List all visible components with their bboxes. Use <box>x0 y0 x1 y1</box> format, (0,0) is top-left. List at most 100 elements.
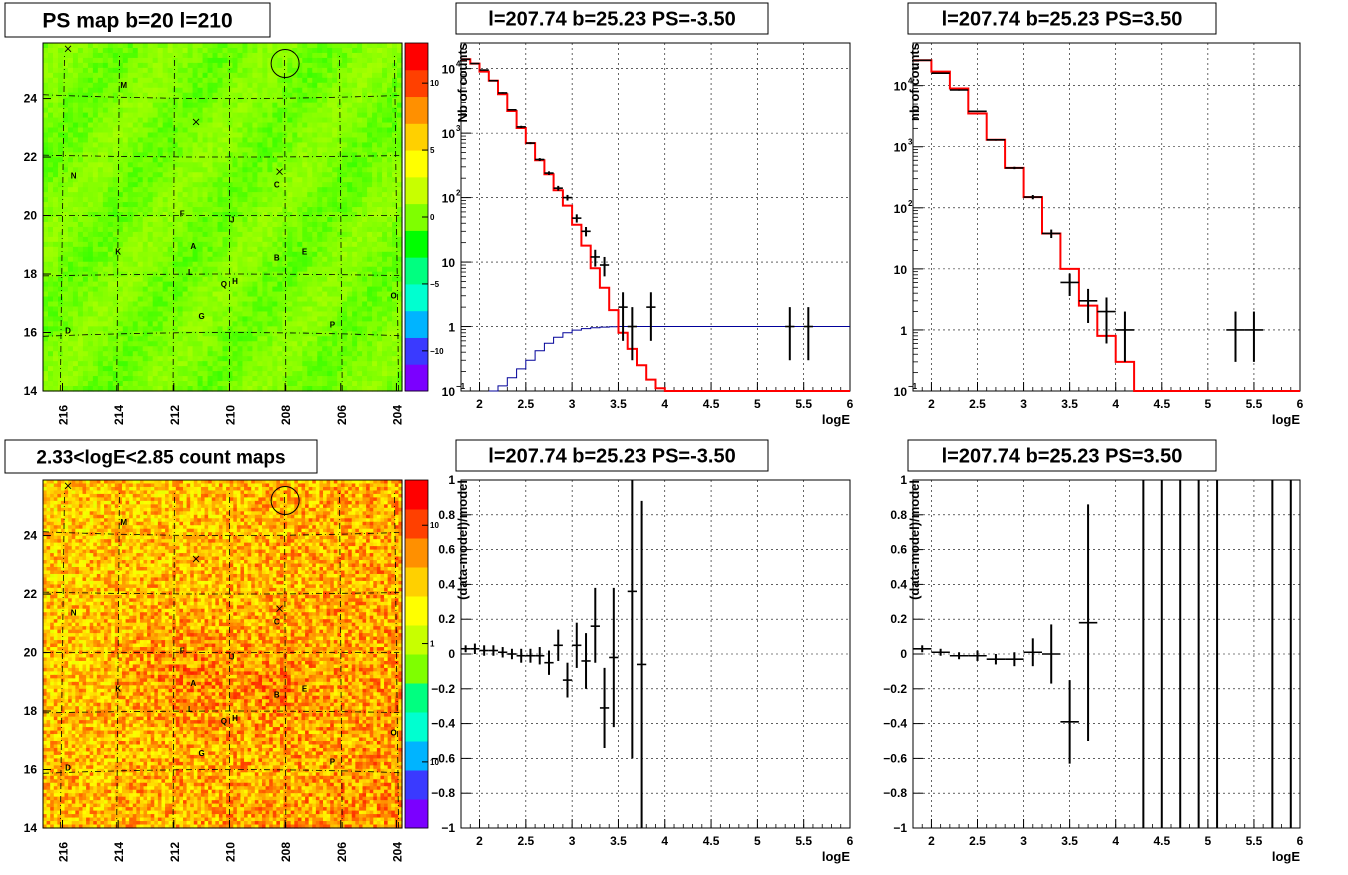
map-cell <box>327 316 333 322</box>
map-cell <box>357 142 363 148</box>
map-cell <box>267 142 273 148</box>
map-cell <box>232 221 239 228</box>
map-cell <box>257 62 263 69</box>
map-cell <box>262 226 268 233</box>
map-cell <box>52 356 59 362</box>
map-cell <box>147 346 154 352</box>
map-cell <box>262 376 268 382</box>
map-cell <box>177 52 184 59</box>
map-cell <box>307 62 313 69</box>
map-cell <box>332 117 338 124</box>
map-cell <box>272 187 278 193</box>
map-cell <box>252 157 259 163</box>
map-cell <box>122 72 129 79</box>
map-cell <box>377 152 383 158</box>
map-cell <box>142 271 149 278</box>
map-cell <box>207 117 214 124</box>
map-cell <box>312 251 318 258</box>
map-cell <box>372 217 378 223</box>
map-cell <box>317 62 323 69</box>
map-cell <box>332 241 338 248</box>
map-cell <box>192 52 199 59</box>
map-cell <box>307 72 313 79</box>
map-cell <box>362 167 368 173</box>
map-cell <box>272 351 278 357</box>
map-cell <box>162 77 169 84</box>
map-cell <box>357 381 363 387</box>
map-cell <box>397 311 403 318</box>
map-cell <box>192 67 199 74</box>
map-cell <box>72 241 79 248</box>
map-cell <box>137 331 144 337</box>
map-cell <box>127 57 134 64</box>
map-cell <box>377 142 383 148</box>
map-cell <box>157 336 164 342</box>
map-cell <box>112 122 119 129</box>
map-cell <box>317 122 323 129</box>
map-cell <box>287 226 293 233</box>
map-cell <box>112 276 119 283</box>
map-cell <box>127 52 134 59</box>
map-cell <box>272 157 278 163</box>
map-cell <box>167 371 174 377</box>
map-cell <box>43 107 49 114</box>
map-cell <box>117 137 124 144</box>
map-cell <box>62 77 69 84</box>
map-cell <box>197 231 204 238</box>
map-cell <box>187 43 194 49</box>
map-cell <box>357 226 363 233</box>
map-cell <box>197 172 204 178</box>
map-cell <box>87 87 94 94</box>
map-cell <box>287 301 293 308</box>
map-cell <box>222 326 229 332</box>
map-cell <box>167 62 174 69</box>
map-cell <box>192 316 199 322</box>
map-cell <box>97 102 104 109</box>
map-cell <box>212 142 219 148</box>
map-cell <box>257 212 263 218</box>
map-cell <box>242 271 249 278</box>
map-cell <box>107 361 114 367</box>
map-cell <box>142 52 149 59</box>
map-cell <box>277 256 283 263</box>
map-cell <box>307 97 313 104</box>
map-cell <box>382 122 388 129</box>
map-cell <box>182 336 189 342</box>
map-cell <box>152 371 159 377</box>
map-cell <box>87 261 94 268</box>
map-cell <box>43 231 49 238</box>
map-cell <box>217 271 224 278</box>
map-cell <box>387 226 393 233</box>
map-cell <box>297 122 303 129</box>
map-cell <box>57 97 64 104</box>
map-cell <box>377 316 383 322</box>
map-cell <box>352 192 358 198</box>
map-cell <box>322 371 328 377</box>
map-cell <box>152 52 159 59</box>
map-cell <box>392 172 398 178</box>
map-cell <box>227 212 234 218</box>
map-cell <box>82 321 89 327</box>
map-cell <box>302 177 308 183</box>
map-cell <box>112 102 119 109</box>
map-cell <box>307 127 313 134</box>
map-cell <box>77 57 84 64</box>
map-cell <box>292 187 298 193</box>
map-cell <box>217 356 224 362</box>
map-cell <box>162 366 169 372</box>
map-cell <box>362 82 368 89</box>
map-cell <box>387 172 393 178</box>
map-cell <box>352 62 358 69</box>
map-cell <box>282 132 288 139</box>
map-cell <box>182 351 189 357</box>
map-cell <box>47 217 54 223</box>
map-cell <box>202 192 209 198</box>
map-cell <box>137 43 144 49</box>
map-cell <box>257 256 263 263</box>
map-cell <box>92 117 99 124</box>
map-cell <box>247 102 254 109</box>
map-cell <box>137 142 144 148</box>
map-cell <box>177 172 184 178</box>
map-cell <box>317 236 323 243</box>
map-cell <box>142 117 149 124</box>
